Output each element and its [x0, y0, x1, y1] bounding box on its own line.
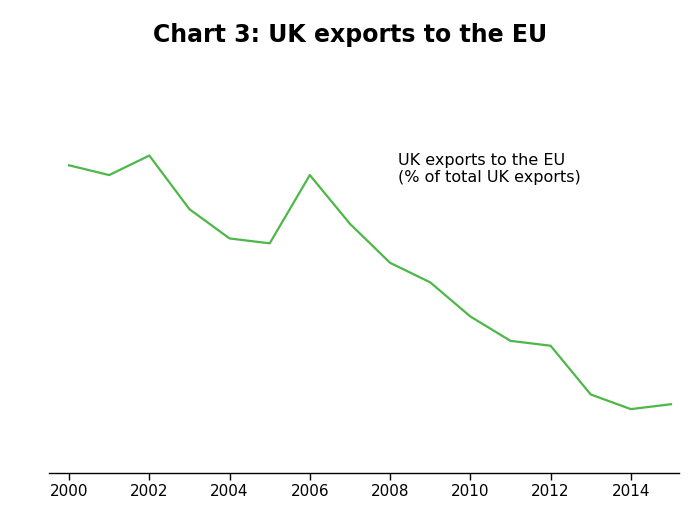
Text: UK exports to the EU
(% of total UK exports): UK exports to the EU (% of total UK expo… [398, 153, 581, 185]
Text: Chart 3: UK exports to the EU: Chart 3: UK exports to the EU [153, 24, 547, 47]
